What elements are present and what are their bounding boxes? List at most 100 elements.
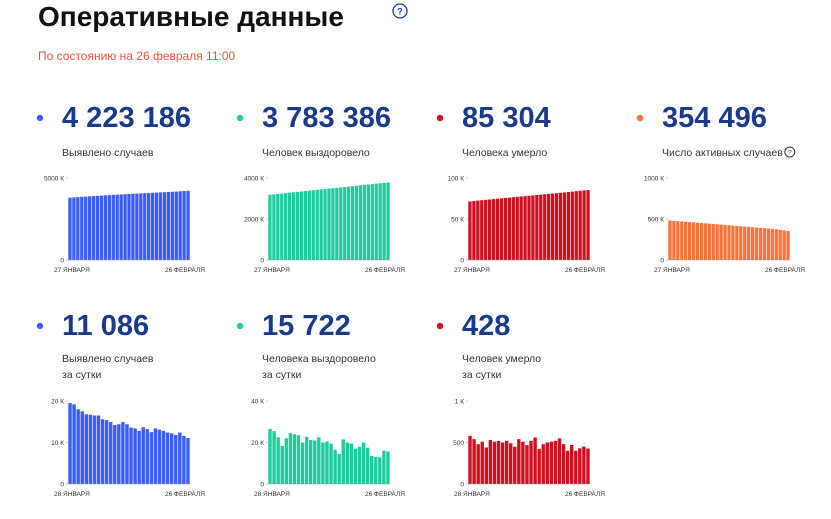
bar (762, 228, 767, 260)
bar (347, 186, 351, 260)
bar (476, 444, 480, 484)
bar (139, 193, 143, 260)
card-dot (36, 322, 44, 330)
bar (543, 194, 547, 260)
bar (758, 227, 763, 260)
help-icon-text[interactable]: ? (397, 7, 403, 17)
bar (492, 441, 497, 484)
bar (272, 194, 276, 260)
bar (480, 441, 484, 484)
bar (515, 196, 519, 260)
bar (582, 190, 586, 260)
bar (186, 437, 190, 484)
bar (374, 457, 378, 484)
x-tick-label: 28 ЯНВАРЯ (54, 491, 90, 498)
bar (676, 221, 680, 260)
bar (496, 440, 501, 484)
bar (280, 193, 284, 260)
bar (127, 193, 131, 260)
bar (166, 191, 171, 260)
bar (131, 193, 135, 260)
card-dot (436, 322, 444, 330)
bar (319, 189, 323, 260)
bar (386, 182, 390, 260)
bar (108, 422, 113, 484)
bar (76, 409, 80, 484)
bar (311, 190, 315, 260)
bar (527, 195, 531, 260)
bar (276, 437, 280, 484)
bar (525, 444, 529, 484)
bar (687, 222, 692, 260)
bar (92, 415, 97, 484)
bar (91, 196, 96, 260)
bar (491, 199, 496, 260)
bar (161, 430, 166, 484)
bar (562, 192, 567, 260)
help-icon[interactable] (784, 146, 796, 158)
help-icon[interactable] (392, 3, 408, 19)
bar (778, 229, 782, 260)
y-tick-label: 4000 К (244, 176, 264, 183)
bar (517, 439, 521, 484)
card-number: 428 (462, 310, 510, 342)
bar (578, 448, 582, 484)
bar (119, 194, 123, 260)
card-number: 15 722 (262, 310, 351, 342)
y-tick-label: 1000 К (644, 176, 664, 183)
card-label: за сутки (462, 369, 501, 381)
card-label: Число активных случаев (662, 147, 783, 159)
bar (72, 197, 76, 260)
bar (695, 222, 700, 260)
bar (750, 227, 755, 260)
card-dot (436, 114, 444, 122)
bar (291, 192, 296, 260)
bar (782, 230, 786, 260)
bar (323, 189, 327, 260)
card-label: Человека умерло (462, 147, 547, 159)
x-tick-label: 28 ЯНВАРЯ (254, 491, 290, 498)
bar (150, 192, 155, 260)
x-tick-label: 27 ЯНВАРЯ (454, 267, 490, 274)
bar (103, 195, 108, 260)
bar (121, 422, 125, 484)
bar (480, 200, 484, 260)
bar (723, 224, 727, 260)
bar (547, 193, 551, 260)
bar (513, 446, 517, 484)
bar (569, 444, 574, 484)
y-tick-label: 10 К (51, 440, 64, 447)
bar (557, 438, 562, 484)
bar (147, 192, 151, 260)
bar (333, 449, 337, 484)
bar (343, 186, 347, 260)
bar (87, 196, 92, 260)
x-tick-label: 27 ЯНВАРЯ (54, 267, 90, 274)
bar (529, 440, 533, 484)
bar (95, 195, 100, 260)
bar (521, 441, 525, 484)
bar (719, 224, 723, 260)
bar (308, 440, 313, 484)
bar (80, 196, 84, 260)
bar (495, 198, 500, 260)
bar (300, 442, 305, 484)
bar (84, 196, 88, 260)
bar (153, 428, 158, 484)
help-icon-text[interactable]: ? (788, 149, 792, 156)
bar (284, 438, 289, 484)
bar (747, 226, 751, 260)
bar (178, 191, 182, 260)
x-tick-label: 26 ФЕВРАЛЯ (765, 267, 805, 274)
x-tick-label: 26 ФЕВРАЛЯ (565, 267, 605, 274)
y-tick-label: 2000 К (244, 217, 264, 224)
bar (382, 182, 386, 260)
bar (331, 188, 335, 260)
bar (268, 429, 272, 484)
bar (558, 192, 563, 260)
bar (349, 443, 354, 484)
bar (135, 193, 139, 260)
bar (523, 196, 527, 260)
bar (739, 226, 743, 260)
